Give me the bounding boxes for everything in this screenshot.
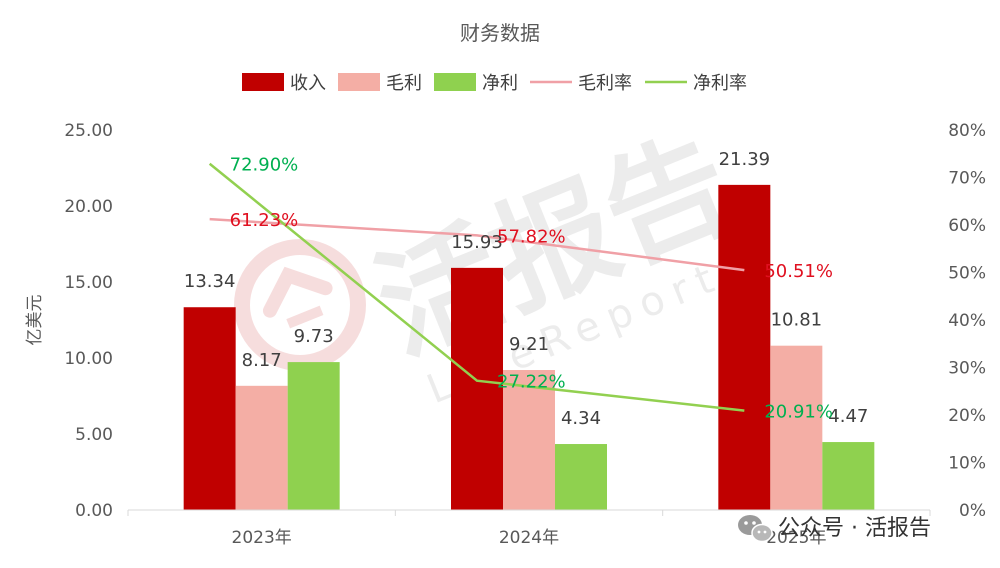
y-tick-label: 20.00 bbox=[64, 197, 113, 217]
line-labels: 61.23% 57.82% 50.51% 72.90% 27.22% 20.91% bbox=[230, 155, 833, 423]
line-data-label: 57.82% bbox=[497, 226, 566, 247]
bars bbox=[183, 184, 875, 510]
watermark-logo bbox=[234, 239, 366, 371]
bar-data-label: 9.21 bbox=[509, 334, 549, 355]
bar bbox=[451, 267, 503, 510]
legend-label: 净利 bbox=[482, 73, 518, 94]
y-tick-label: 5.00 bbox=[75, 425, 113, 445]
bar bbox=[555, 444, 607, 510]
line-data-label: 72.90% bbox=[230, 155, 299, 176]
y-tick-label: 25.00 bbox=[64, 121, 113, 141]
y-tick-label: 10.00 bbox=[64, 349, 113, 369]
y2-axis-ticks: 0% 10% 20% 30% 40% 50% 60% 70% 80% bbox=[948, 121, 986, 521]
bar bbox=[183, 307, 236, 510]
bar bbox=[822, 442, 875, 510]
bar bbox=[718, 184, 771, 510]
y-tick-label: 15.00 bbox=[64, 273, 113, 293]
y2-tick-label: 80% bbox=[948, 121, 986, 141]
line-data-label: 61.23% bbox=[230, 210, 299, 231]
bar-data-label: 10.81 bbox=[771, 310, 823, 331]
x-tick-label: 2024年 bbox=[499, 528, 559, 548]
y2-tick-label: 60% bbox=[948, 216, 986, 236]
lines bbox=[208, 162, 745, 412]
y2-tick-label: 40% bbox=[948, 311, 986, 331]
y-axis-ticks: 0.00 5.00 10.00 15.00 20.00 25.00 bbox=[64, 121, 113, 521]
legend-swatch bbox=[434, 73, 476, 91]
bar bbox=[770, 345, 823, 510]
legend-label: 毛利率 bbox=[578, 73, 632, 94]
line-series bbox=[208, 162, 745, 412]
y2-tick-label: 70% bbox=[948, 169, 986, 189]
y2-tick-label: 20% bbox=[948, 406, 986, 426]
line-data-label: 27.22% bbox=[497, 372, 566, 393]
legend: 收入 毛利 净利 毛利率 净利率 bbox=[242, 73, 747, 94]
y2-tick-label: 50% bbox=[948, 264, 986, 284]
legend-label: 毛利 bbox=[386, 73, 422, 94]
line-data-label: 50.51% bbox=[764, 261, 833, 282]
x-tick-label: 2025年 bbox=[766, 528, 826, 548]
bar-data-label: 9.73 bbox=[294, 326, 334, 347]
y-axis-label: 亿美元 bbox=[25, 295, 45, 346]
bar-labels: 13.34 15.93 21.39 8.17 9.21 10.81 9.73 4.34 4.47 bbox=[184, 149, 868, 429]
y-tick-label: 0.00 bbox=[75, 501, 113, 521]
bar-data-label: 15.93 bbox=[451, 232, 503, 253]
bar-data-label: 21.39 bbox=[719, 149, 771, 170]
bar bbox=[235, 385, 288, 510]
bar-data-label: 4.47 bbox=[828, 406, 868, 427]
bar bbox=[503, 370, 555, 510]
legend-label: 净利率 bbox=[693, 73, 747, 94]
legend-swatch bbox=[242, 73, 284, 91]
bar-data-label: 4.34 bbox=[561, 408, 601, 429]
bar-data-label: 8.17 bbox=[242, 350, 282, 371]
bar bbox=[287, 362, 340, 510]
wechat-account-label: 公众号 · 活报告 bbox=[778, 516, 931, 541]
y2-tick-label: 0% bbox=[959, 501, 986, 521]
legend-swatch bbox=[338, 73, 380, 91]
wechat-icon bbox=[738, 515, 773, 543]
legend-label: 收入 bbox=[290, 73, 326, 94]
line-series bbox=[209, 217, 745, 272]
bar-data-label: 13.34 bbox=[184, 271, 236, 292]
y2-tick-label: 10% bbox=[948, 454, 986, 474]
y2-tick-label: 30% bbox=[948, 359, 986, 379]
line-data-label: 20.91% bbox=[764, 402, 833, 423]
chart-title: 财务数据 bbox=[460, 21, 540, 45]
x-tick-label: 2023年 bbox=[232, 528, 292, 548]
wechat-account: 公众号 · 活报告 bbox=[738, 515, 931, 543]
x-axis-ticks: 2023年 2024年 2025年 bbox=[127, 510, 931, 548]
